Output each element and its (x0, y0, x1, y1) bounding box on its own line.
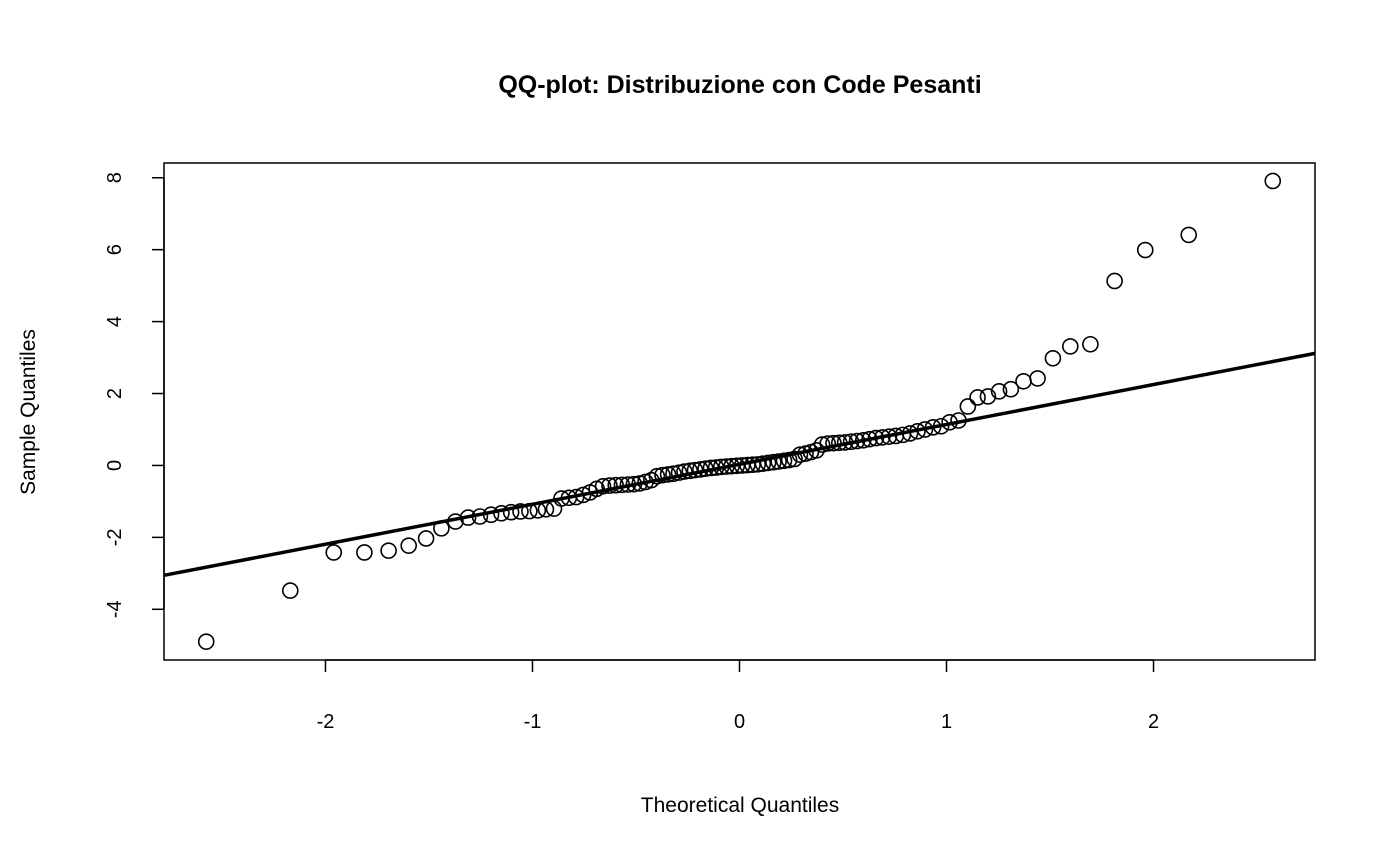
data-point (502, 503, 520, 521)
data-point (681, 462, 699, 480)
data-point (356, 544, 373, 561)
data-point (1264, 172, 1282, 190)
y-tick-label: 0 (104, 460, 126, 471)
data-point (281, 582, 299, 599)
data-point (619, 476, 637, 493)
data-point (880, 428, 898, 445)
data-point (765, 453, 782, 471)
data-point (512, 503, 529, 520)
data-point (670, 464, 688, 481)
data-point (325, 544, 343, 561)
data-point (830, 434, 848, 452)
y-tick-label: -2 (104, 528, 126, 546)
x-tick-label: -1 (524, 711, 542, 733)
data-point (1062, 338, 1079, 355)
data-point (950, 412, 967, 429)
data-point (447, 513, 464, 530)
data-point (1106, 272, 1123, 290)
data-point (613, 476, 631, 494)
y-tick-label: 4 (104, 316, 126, 327)
data-point (493, 504, 510, 522)
y-axis-label: Sample Quantiles (17, 329, 40, 495)
data-point (400, 537, 417, 554)
data-point (482, 506, 500, 524)
data-point (754, 455, 772, 472)
data-point (659, 466, 677, 483)
data-point (813, 436, 831, 453)
data-point (417, 530, 435, 547)
data-point (676, 463, 693, 480)
x-tick-label: 1 (941, 711, 952, 733)
plot-frame (163, 162, 1316, 661)
data-point (1029, 370, 1046, 387)
data-point (380, 542, 397, 559)
data-point (969, 389, 986, 406)
data-point (665, 465, 682, 483)
data-point (759, 454, 777, 472)
data-point (607, 476, 625, 494)
data-point (574, 486, 592, 504)
data-point (197, 633, 215, 650)
data-point (770, 453, 787, 470)
y-tick-label: 2 (104, 388, 126, 399)
data-point (819, 435, 836, 452)
data-point (786, 450, 803, 468)
data-point (529, 502, 547, 519)
y-tick-label: 6 (104, 244, 126, 255)
data-point (1082, 335, 1099, 353)
x-tick-label: 2 (1148, 711, 1159, 733)
data-point (1015, 372, 1032, 390)
y-tick-label: -4 (104, 600, 126, 618)
chart-title: QQ-plot: Distribuzione con Code Pesanti (498, 71, 981, 99)
data-point (433, 520, 450, 537)
data-point (631, 475, 649, 492)
x-tick-label: 0 (734, 711, 745, 733)
data-point (791, 446, 809, 463)
data-point (625, 475, 643, 493)
data-point (848, 432, 866, 450)
data-point (1044, 349, 1062, 367)
data-point (780, 451, 798, 469)
data-point (861, 430, 878, 448)
data-point (521, 502, 538, 520)
data-point (723, 457, 740, 475)
data-point (959, 398, 977, 415)
data-point (979, 388, 997, 405)
data-point (1180, 226, 1198, 244)
data-point (842, 433, 860, 451)
data-point (654, 466, 671, 484)
x-tick-label: -2 (317, 711, 335, 733)
data-point (686, 461, 704, 479)
data-point (941, 413, 958, 431)
data-point (643, 471, 660, 489)
data-point (459, 509, 477, 526)
data-point (924, 419, 942, 436)
data-point (867, 429, 885, 447)
data-point (825, 434, 842, 452)
data-point (874, 429, 891, 446)
data-point (692, 461, 709, 478)
data-point (697, 460, 714, 477)
data-point (901, 425, 919, 442)
data-point (749, 456, 767, 473)
data-point (594, 478, 612, 495)
data-point (775, 452, 793, 470)
data-point (909, 422, 926, 440)
data-point (471, 508, 489, 525)
data-point (932, 417, 950, 435)
data-point (854, 431, 872, 449)
data-point (601, 477, 618, 494)
x-axis-label: Theoretical Quantiles (641, 794, 839, 817)
data-point (648, 467, 666, 485)
data-point (836, 434, 854, 451)
data-point (1136, 241, 1154, 259)
data-point (990, 383, 1008, 400)
data-point (537, 501, 555, 518)
data-point (916, 421, 934, 438)
y-tick-label: 8 (104, 172, 126, 183)
data-point (1002, 380, 1020, 398)
